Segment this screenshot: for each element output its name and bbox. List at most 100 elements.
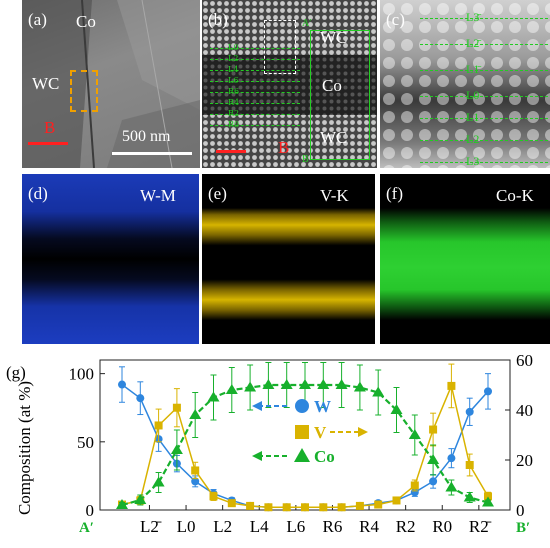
data-point bbox=[317, 379, 330, 389]
data-point bbox=[410, 481, 419, 490]
layer-line: L6 bbox=[210, 76, 300, 85]
mark-b: B bbox=[302, 154, 309, 165]
panel-a-texture bbox=[22, 0, 200, 168]
layer-line: L1 bbox=[420, 110, 548, 124]
data-point bbox=[227, 499, 236, 508]
data-point bbox=[484, 387, 492, 396]
layer-line: L0 bbox=[420, 88, 548, 102]
legend-v: V bbox=[295, 423, 368, 442]
x-tick-label: L6 bbox=[286, 517, 305, 536]
data-point bbox=[465, 407, 474, 416]
data-point bbox=[355, 501, 364, 510]
panel-f-co-map: (f) Co-K bbox=[380, 174, 550, 344]
panel-c-zoom-image: (c) L3̄ L2̄ L1̄ L0 L1 L2 L3 bbox=[380, 0, 550, 168]
y-tick-label-left: 50 bbox=[77, 433, 94, 452]
legend-marker bbox=[295, 425, 309, 439]
series-co bbox=[116, 362, 494, 509]
layer-line: L0 bbox=[210, 43, 300, 52]
legend-w: W bbox=[252, 397, 331, 416]
data-point bbox=[244, 381, 257, 392]
legend: WV Co bbox=[252, 397, 368, 466]
data-point bbox=[374, 500, 383, 509]
data-point bbox=[447, 454, 456, 463]
layer-line: L3 bbox=[420, 154, 548, 168]
composition-chart: (g) Composition (at %) 0 50 100 0 20 40 60 L2̄ L… bbox=[6, 351, 533, 536]
layer-lines: L0 L2 L4 L6 R6 R4 R2 R0 bbox=[210, 43, 300, 136]
data-point bbox=[191, 477, 200, 486]
data-point bbox=[154, 421, 163, 430]
selection-box bbox=[70, 70, 98, 112]
data-point bbox=[463, 491, 476, 502]
panel-g-label: (g) bbox=[6, 363, 26, 382]
x-tick-label: L4 bbox=[250, 517, 269, 536]
data-point bbox=[390, 404, 403, 414]
data-point bbox=[191, 466, 200, 475]
panel-e-v-map: (e) V-K bbox=[202, 174, 375, 344]
panel-b-stem-image: (b) A′ B WC Co WC L0 L2 L4 L6 R6 R4 R2 R… bbox=[202, 0, 377, 168]
panel-d-w-map: (d) W-M bbox=[22, 174, 199, 344]
x-tick-label: R6 bbox=[323, 517, 343, 536]
legend-arrow-head bbox=[252, 401, 262, 411]
data-point bbox=[225, 384, 238, 394]
co-label: Co bbox=[322, 76, 342, 95]
layer-line: L1̄ bbox=[420, 62, 548, 76]
panel-a-label: (a) bbox=[28, 10, 47, 29]
layer-line: L2 bbox=[420, 132, 548, 146]
panel-c-texture bbox=[380, 0, 550, 168]
endpoint-b-prime: B′ bbox=[516, 520, 530, 536]
data-point bbox=[429, 477, 438, 486]
x-tick-label: L0 bbox=[177, 517, 196, 536]
data-point bbox=[372, 386, 385, 397]
wc-top-label: WC bbox=[320, 28, 348, 47]
co-phase-label: Co bbox=[76, 12, 96, 31]
data-point bbox=[447, 381, 456, 390]
layer-line: R4 bbox=[210, 98, 300, 107]
layer-line: R2 bbox=[210, 109, 300, 118]
data-point bbox=[408, 429, 421, 439]
y-tick-label-left: 0 bbox=[86, 501, 95, 520]
dashed-box bbox=[264, 20, 296, 74]
series-v bbox=[118, 363, 492, 512]
data-point bbox=[427, 454, 440, 464]
data-point bbox=[337, 503, 346, 512]
data-point bbox=[282, 503, 291, 512]
panel-f-element: Co-K bbox=[496, 186, 534, 205]
legend-marker bbox=[295, 399, 309, 413]
data-point bbox=[484, 492, 492, 501]
panel-d-label: (d) bbox=[28, 184, 48, 203]
data-point bbox=[209, 492, 218, 501]
data-point bbox=[429, 425, 438, 434]
y-tick-label-right: 60 bbox=[516, 351, 533, 370]
legend-arrow-head bbox=[358, 427, 368, 437]
green-box bbox=[310, 30, 370, 160]
y-tick-label-right: 40 bbox=[516, 401, 533, 420]
data-point bbox=[482, 496, 494, 507]
series-layer bbox=[116, 362, 494, 512]
x-tick-label: R0 bbox=[432, 517, 452, 536]
data-point bbox=[319, 503, 328, 512]
legend-label: Co bbox=[314, 447, 335, 466]
data-point bbox=[299, 379, 311, 389]
legend-marker bbox=[294, 448, 310, 462]
data-point bbox=[189, 409, 202, 419]
panel-b-label: (b) bbox=[208, 10, 228, 29]
data-point bbox=[262, 379, 275, 389]
wc-phase-label: WC bbox=[32, 74, 60, 93]
data-point bbox=[134, 494, 147, 504]
wc-bottom-label: WC bbox=[320, 128, 348, 147]
scale-bar bbox=[112, 152, 192, 155]
x-tick-label: R4 bbox=[359, 517, 379, 536]
data-point bbox=[301, 503, 309, 512]
marker-b: B bbox=[278, 138, 290, 157]
y-tick-label-right: 20 bbox=[516, 451, 533, 470]
legend-co: Co bbox=[252, 447, 335, 466]
panel-e-label: (e) bbox=[208, 184, 227, 203]
data-point bbox=[465, 461, 474, 469]
panel-b-lattice bbox=[202, 0, 377, 168]
y-tick-label-left: 100 bbox=[69, 365, 95, 384]
layer-line: R6 bbox=[210, 87, 300, 96]
data-point bbox=[116, 499, 128, 509]
red-line bbox=[28, 142, 68, 145]
y-axis-label: Composition (at %) bbox=[15, 381, 34, 515]
data-point bbox=[335, 379, 348, 389]
